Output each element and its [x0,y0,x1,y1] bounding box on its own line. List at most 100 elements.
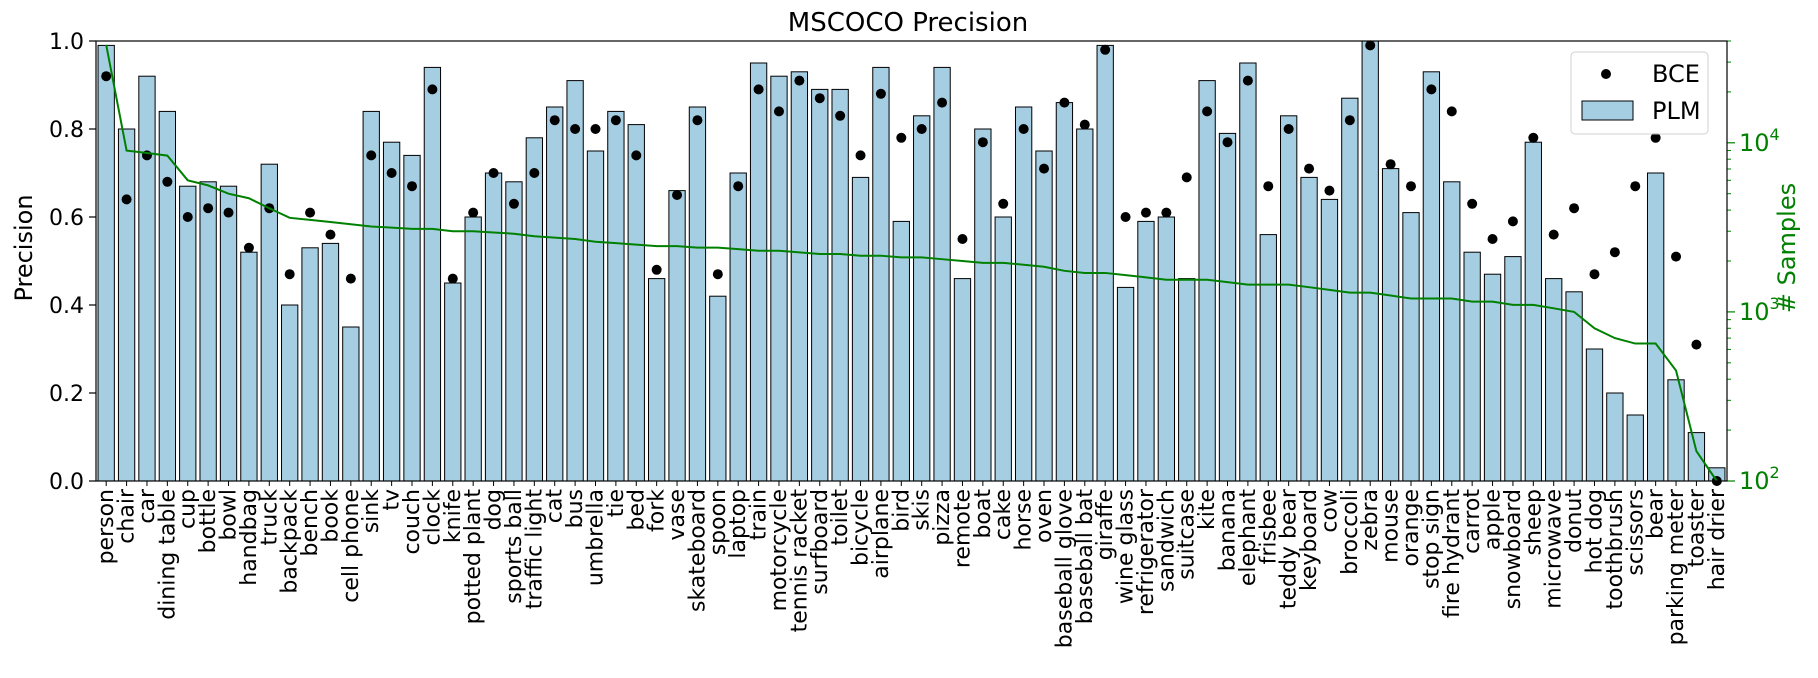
x-tick-label: bottle [196,489,221,553]
bar-plm [97,44,115,482]
y-tick-label: 1.0 [49,30,84,55]
bar-plm [749,62,768,482]
x-tick-label: wine glass [1114,489,1139,604]
y-tick-label: 0.8 [49,118,84,143]
bar-plm [913,115,931,482]
x-tick-label: parking meter [1664,488,1689,645]
bar-plm [1096,44,1114,482]
bce-point [916,124,927,134]
bce-point [529,168,540,178]
x-tick-label: horse [1012,489,1037,550]
bar-plm [1504,256,1522,482]
bce-point [345,273,356,284]
bar-plm [668,190,686,482]
bar-plm [586,150,605,482]
bar-plm [1361,40,1379,482]
bce-point [223,207,234,218]
x-tick-label: dining table [155,489,180,620]
x-tick-label: bowl [217,489,242,541]
bar-plm [1524,141,1542,482]
bar-plm [403,154,421,482]
bce-point [1671,251,1682,262]
x-tick-label: surfboard [808,489,833,595]
bar-plm [566,80,584,482]
x-tick-label: orange [1399,489,1424,566]
x-tick-label: microwave [1542,489,1567,609]
y2-axis-title: # Samples [1773,183,1801,313]
x-tick-label: car [135,488,160,524]
bar-plm [1402,212,1420,482]
bar-plm [158,110,177,482]
bar-plm [1239,62,1257,482]
bce-point [121,194,132,205]
bar-plm [1585,348,1604,482]
bce-point [1569,203,1580,214]
x-tick-label: keyboard [1297,489,1322,591]
bce-point [692,115,703,126]
bce-point [447,273,458,284]
x-tick-label: knife [441,489,466,543]
x-tick-label: stop sign [1419,489,1444,589]
bar-plm [199,181,217,482]
bce-point [1365,40,1376,51]
bce-point [753,84,764,95]
bar-plm [770,75,788,482]
bce-point [1691,339,1702,350]
bce-point [1650,132,1661,143]
bce-point [508,198,519,209]
y-axis-title: Precision [10,194,38,301]
x-tick-label: cell phone [339,489,364,603]
bce-point [1222,137,1233,148]
x-tick-label: banana [1216,489,1241,571]
bar-plm [1014,106,1033,482]
bar-plm [790,71,809,482]
x-tick-label: tv [380,489,405,511]
x-tick-label: remote [950,489,975,568]
x-tick-label: handbag [237,489,262,586]
bce-point [773,106,784,117]
bce-point [651,264,662,275]
bar-plm [342,326,360,482]
x-tick-label: motorcycle [767,489,792,611]
bar-plm [994,216,1012,482]
y-tick-label: 0.4 [49,294,84,319]
x-tick-label: carrot [1460,489,1485,554]
bar-plm [219,185,238,482]
bar-plm [1137,220,1155,482]
x-tick-label: skis [910,489,935,531]
bar-plm [505,181,523,482]
x-tick-label: bus [563,489,588,528]
bce-point [1181,172,1192,183]
bce-point [101,71,112,82]
bce-point [1079,119,1090,130]
bar-plm [1463,251,1481,482]
legend: BCE PLM [1570,51,1709,135]
bar-plm [382,141,401,482]
bar-plm [933,66,951,482]
bar-plm [1076,128,1094,482]
legend-plm-swatch [1581,100,1634,121]
bar-plm [627,124,645,482]
chart-title: MSCOCO Precision [788,8,1028,38]
line-layer [105,44,1718,482]
bar-plm [1565,291,1583,482]
x-tick-label: traffic light [522,489,547,610]
x-tick-label: train [747,489,772,540]
x-tick-label: bear [1644,488,1669,539]
legend-bce-marker [1601,69,1611,79]
bar-plm [546,106,564,482]
bce-point [1426,84,1437,95]
bce-point [366,150,377,161]
x-tick-label: snowboard [1501,489,1526,609]
bar-plm [1422,71,1441,482]
bce-point [875,88,886,99]
bce-point [835,110,846,121]
bar-plm [281,304,299,482]
bce-point [1467,198,1478,209]
bar-plm [464,216,482,482]
bce-point [1405,181,1416,192]
x-tick-label: bench [298,489,323,556]
bce-point [977,137,988,148]
bce-point [998,198,1009,209]
